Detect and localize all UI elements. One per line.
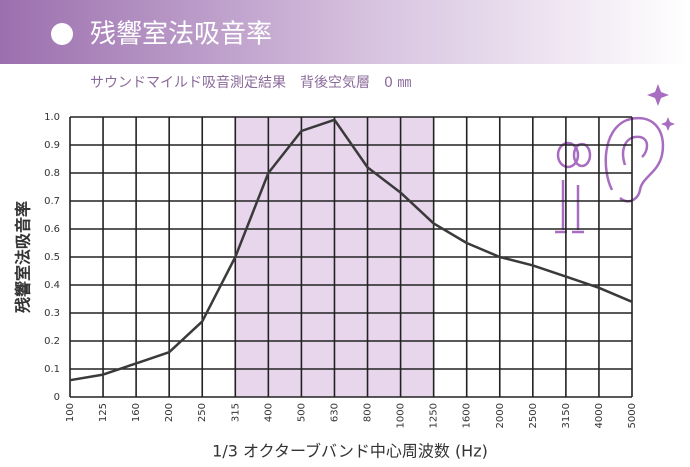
x-tick-label: 315 bbox=[230, 403, 241, 422]
y-tick-label: 0.8 bbox=[44, 168, 60, 179]
chart-title: 残響室法吸音率 bbox=[90, 20, 272, 50]
header-dot bbox=[51, 23, 73, 45]
data-line bbox=[69, 118, 633, 382]
y-tick-label: 0.9 bbox=[44, 140, 60, 151]
x-tick-label: 200 bbox=[164, 403, 175, 422]
y-tick-label: 0 bbox=[54, 392, 60, 403]
y-tick-label: 0.2 bbox=[44, 336, 60, 347]
x-tick-label: 4000 bbox=[594, 403, 605, 428]
x-tick-label: 1250 bbox=[429, 403, 440, 428]
x-tick-label: 160 bbox=[131, 403, 142, 422]
y-tick-label: 0.7 bbox=[44, 196, 60, 207]
y-tick-label: 0.3 bbox=[44, 308, 60, 319]
chart-subtitle: サウンドマイルド吸音測定結果 背後空気層 0 ㎜ bbox=[90, 74, 411, 91]
y-tick-label: 1.0 bbox=[44, 112, 60, 123]
x-tick-label: 800 bbox=[363, 403, 374, 422]
x-tick-label: 3150 bbox=[561, 403, 572, 428]
x-tick-label: 1600 bbox=[462, 403, 473, 428]
decoration bbox=[555, 84, 675, 234]
x-axis-label: 1/3 オクターブバンド中心周波数 (Hz) bbox=[212, 442, 488, 461]
x-tick-label: 2500 bbox=[528, 403, 539, 428]
y-tick-label: 0.4 bbox=[44, 280, 60, 291]
x-tick-label: 1000 bbox=[396, 403, 407, 428]
header-band bbox=[0, 0, 690, 64]
x-tick-label: 630 bbox=[329, 403, 340, 422]
x-tick-label: 2000 bbox=[495, 403, 506, 428]
x-tick-label: 250 bbox=[197, 403, 208, 422]
x-tick-label: 400 bbox=[263, 403, 274, 422]
y-tick-label: 0.5 bbox=[44, 252, 60, 263]
x-tick-label: 100 bbox=[65, 403, 76, 422]
x-tick-label: 500 bbox=[296, 403, 307, 422]
y-tick-label: 0.6 bbox=[44, 224, 60, 235]
y-axis-label: 残響室法吸音率 bbox=[14, 201, 33, 313]
x-tick-label: 125 bbox=[98, 403, 109, 422]
x-tick-label: 5000 bbox=[627, 403, 638, 428]
y-tick-label: 0.1 bbox=[44, 364, 60, 375]
